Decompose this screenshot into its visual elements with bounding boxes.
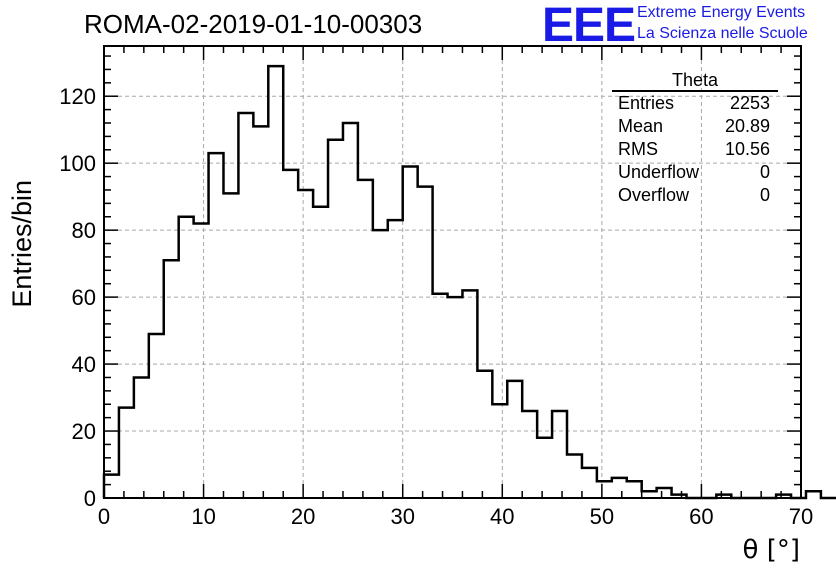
stats-row-underflow: Underflow 0 <box>612 161 778 184</box>
eee-logo: EEE <box>542 0 636 52</box>
axis-ticks <box>103 46 802 499</box>
stats-value: 0 <box>759 185 770 205</box>
org-name: Extreme Energy Events <box>637 4 806 21</box>
y-tick-label: 100 <box>59 151 96 176</box>
plot-frame <box>103 45 802 499</box>
x-tick-label: 10 <box>191 504 215 529</box>
stats-value: 2253 <box>729 93 770 113</box>
y-tick-label: 80 <box>72 218 96 243</box>
x-tick-label: 40 <box>490 504 514 529</box>
stats-value: 20.89 <box>724 116 770 136</box>
stats-row-overflow: Overflow 0 <box>612 184 778 207</box>
grid-lines <box>104 46 801 498</box>
x-tick-label: 20 <box>291 504 315 529</box>
stats-value: 10.56 <box>724 139 770 159</box>
x-tick-label: 70 <box>789 504 813 529</box>
stats-value: 0 <box>759 162 770 182</box>
x-tick-label: 30 <box>390 504 414 529</box>
y-tick-label: 120 <box>59 84 96 109</box>
stats-row-rms: RMS 10.56 <box>612 138 778 161</box>
x-tick-label: 60 <box>689 504 713 529</box>
y-tick-label: 40 <box>72 352 96 377</box>
stats-label: RMS <box>618 139 658 159</box>
stats-box: Theta Entries 2253 Mean 20.89 RMS 10.56 … <box>612 70 778 207</box>
y-tick-label: 20 <box>72 419 96 444</box>
y-axis-label: Entries/bin <box>7 180 37 308</box>
tick-labels: 0 10 20 30 40 50 60 70 0 20 40 60 80 100 120 <box>59 84 813 529</box>
x-tick-label: 50 <box>590 504 614 529</box>
stats-label: Overflow <box>618 185 690 205</box>
stats-row-mean: Mean 20.89 <box>612 115 778 138</box>
stats-label: Entries <box>618 93 675 113</box>
stats-row-entries: Entries 2253 <box>612 92 778 115</box>
x-tick-label: 0 <box>98 504 110 529</box>
y-tick-label: 0 <box>84 486 96 511</box>
x-axis-label: θ [°] <box>743 535 800 565</box>
stats-name: Theta <box>612 70 778 92</box>
stats-label: Underflow <box>618 162 700 182</box>
chart-title: ROMA-02-2019-01-10-00303 <box>84 9 423 39</box>
stats-label: Mean <box>618 116 664 136</box>
y-tick-label: 60 <box>72 285 96 310</box>
org-subtitle: La Scienza nelle Scuole <box>637 25 808 42</box>
